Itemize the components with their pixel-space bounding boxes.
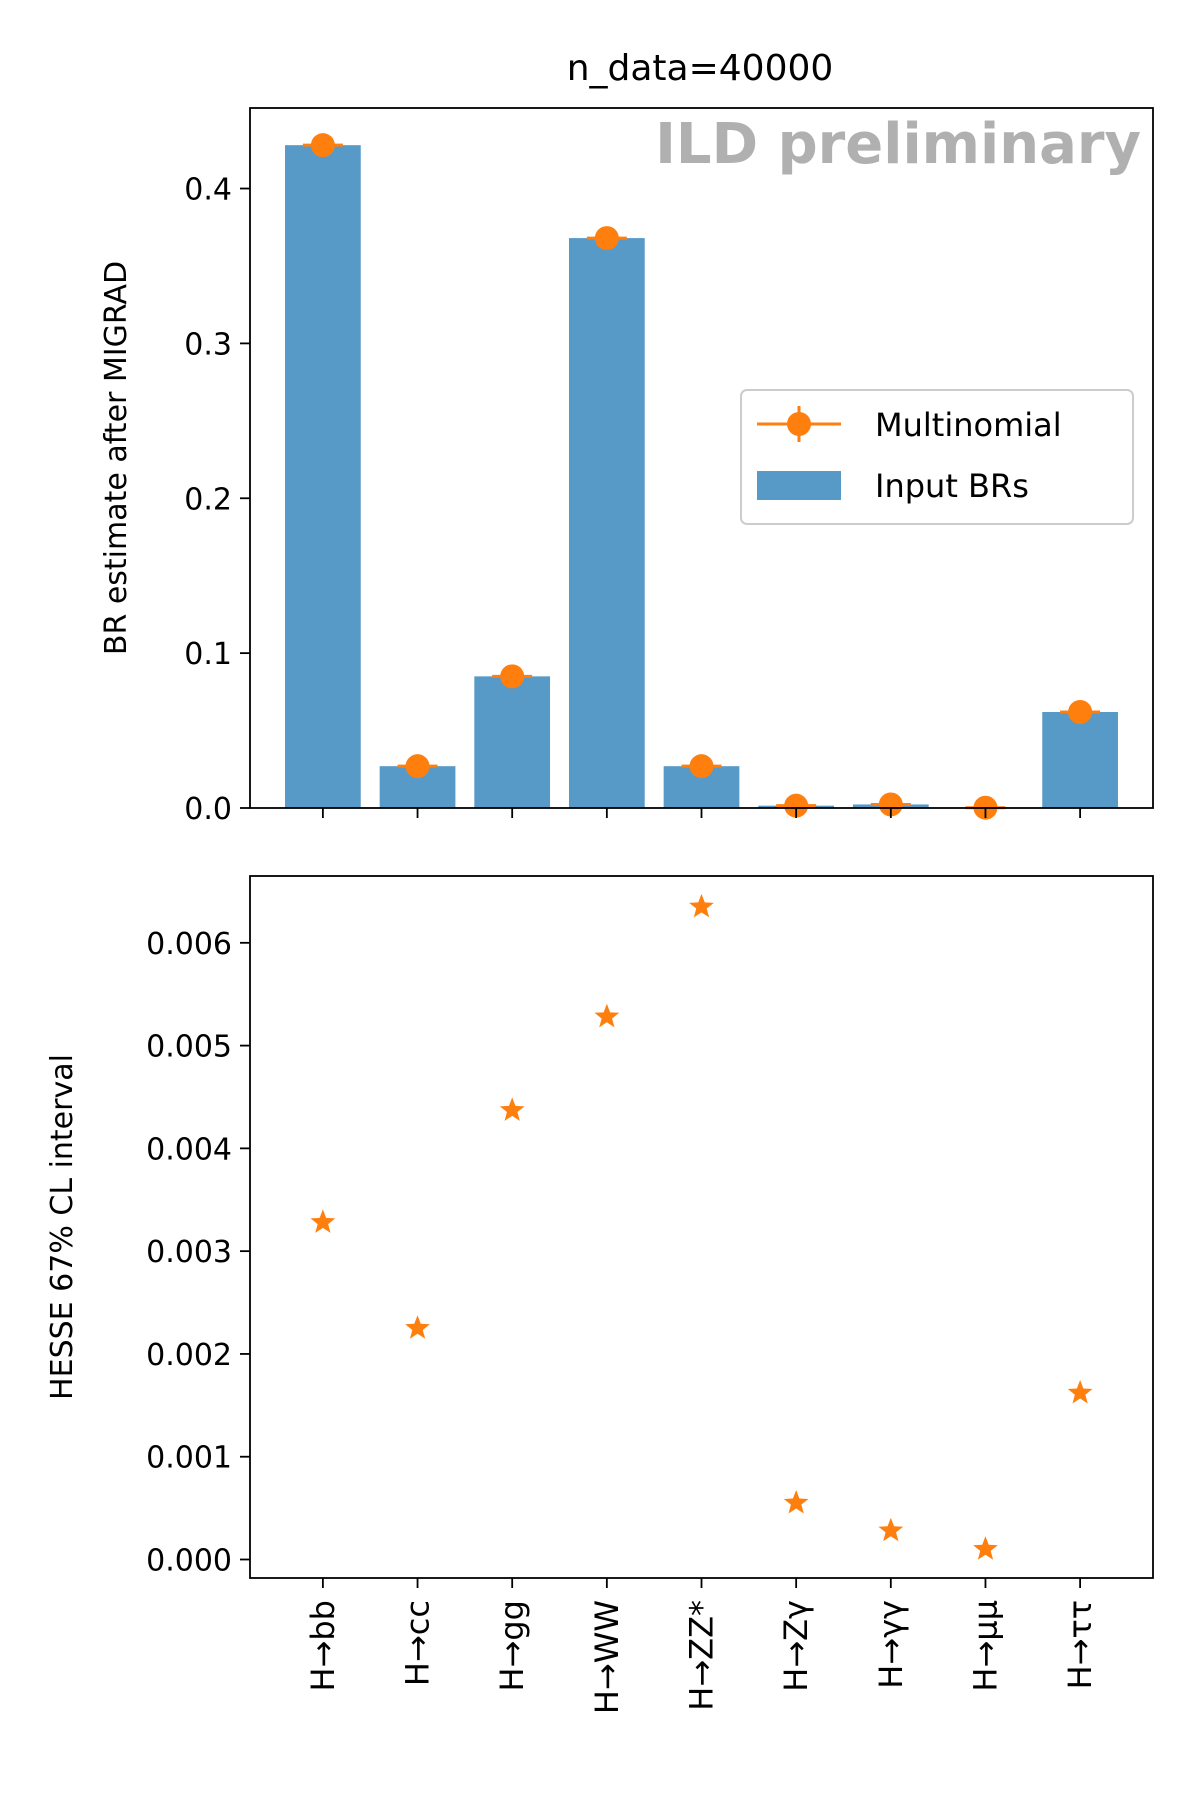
point-h- xyxy=(1068,699,1093,724)
x-tick-label-h-: H→γγ xyxy=(872,1600,910,1689)
x-tick-label-h-bb: H→bb xyxy=(304,1600,342,1692)
plot-frame xyxy=(249,875,1154,1579)
point-h-ww xyxy=(594,226,619,251)
y-tick-label: 0.4 xyxy=(184,173,232,208)
y-tick-label: 0.004 xyxy=(146,1132,232,1167)
star-h-z- xyxy=(783,1489,809,1514)
bar-h-ww xyxy=(568,238,645,808)
legend-swatch-input-brs xyxy=(757,471,841,500)
y-tick-label: 0.2 xyxy=(184,482,232,517)
y-axis-label: BR estimate after MIGRAD xyxy=(99,261,134,655)
star-h-bb xyxy=(310,1209,336,1233)
hesse-interval-panel: 0.000 0.001 0.002 0.003 0.004 0.005 0.006 H→bb… xyxy=(45,875,1154,1714)
star-h- xyxy=(878,1517,904,1542)
chart-title: n_data=40000 xyxy=(567,48,834,89)
x-axis: H→bb H→cc H→gg H→WW H→ZZ* H→Zγ H→γγ H→μμ H→ττ xyxy=(304,1578,1099,1714)
legend-marker-multinomial xyxy=(757,406,841,442)
x-tick-label-h-: H→ττ xyxy=(1061,1600,1099,1689)
point-h-gg xyxy=(500,664,525,689)
y-tick-label: 0.0 xyxy=(184,792,232,827)
legend: Multinomial Input BRs xyxy=(740,389,1134,525)
star-markers-group xyxy=(310,893,1093,1560)
point-h-cc xyxy=(405,754,430,779)
star-h-zz- xyxy=(689,893,714,918)
y-tick-label: 0.001 xyxy=(146,1441,232,1476)
watermark: ILD preliminary xyxy=(655,112,1141,177)
y-tick-label: 0.003 xyxy=(146,1235,232,1270)
br-estimate-panel: n_data=40000 0.0 0.1 0.2 0.3 0.4 ILD prelimi… xyxy=(99,48,1154,827)
star-h-ww xyxy=(594,1003,620,1028)
point-h- xyxy=(878,792,903,817)
y-axis-label: HESSE 67% CL interval xyxy=(45,1054,80,1400)
point-h-bb xyxy=(310,133,335,158)
star-h- xyxy=(973,1536,998,1560)
legend-label-input-brs: Input BRs xyxy=(875,467,1029,505)
y-axis: 0.0 0.1 0.2 0.3 0.4 xyxy=(184,173,250,827)
y-tick-label: 0.3 xyxy=(184,327,232,362)
bar-h- xyxy=(1042,711,1118,808)
y-tick-label: 0.006 xyxy=(146,927,232,962)
bar-h-gg xyxy=(474,676,551,808)
legend-label-multinomial: Multinomial xyxy=(875,406,1062,444)
x-tick-label-h-z-: H→Zγ xyxy=(777,1600,815,1692)
bars-group xyxy=(285,145,1118,808)
point-h-z- xyxy=(784,793,809,818)
x-tick-label-h-ww: H→WW xyxy=(588,1600,626,1714)
x-tick-label-h-gg: H→gg xyxy=(493,1600,531,1692)
bar-h-bb xyxy=(285,145,361,808)
y-axis: 0.000 0.001 0.002 0.003 0.004 0.005 0.006 xyxy=(146,927,250,1578)
point-h-zz- xyxy=(689,754,714,779)
x-tick-label-h-zz-: H→ZZ* xyxy=(683,1600,721,1711)
x-tick-label-h-: H→μμ xyxy=(966,1600,1004,1692)
x-axis xyxy=(321,808,1082,818)
y-tick-label: 0.000 xyxy=(146,1543,232,1578)
x-tick-label-h-cc: H→cc xyxy=(399,1600,437,1686)
star-h-cc xyxy=(405,1315,430,1339)
star-h-gg xyxy=(499,1097,525,1121)
y-tick-label: 0.1 xyxy=(184,637,232,672)
star-h- xyxy=(1067,1379,1093,1404)
y-tick-label: 0.002 xyxy=(146,1338,232,1373)
y-tick-label: 0.005 xyxy=(146,1030,232,1065)
plot-frame xyxy=(249,107,1154,809)
